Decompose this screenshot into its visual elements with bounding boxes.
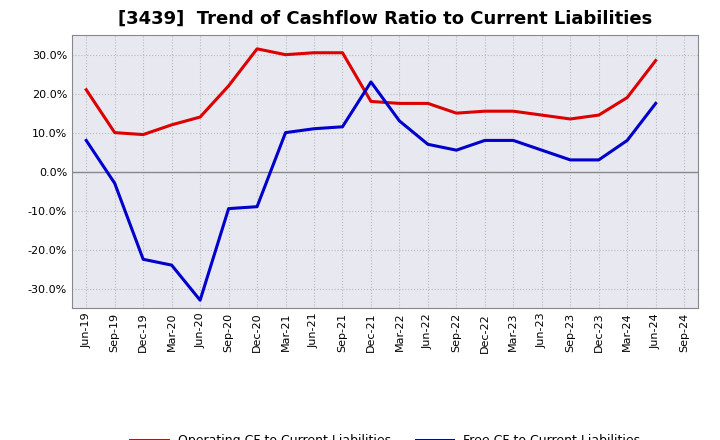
Operating CF to Current Liabilities bbox=[82, 87, 91, 92]
Free CF to Current Liabilities bbox=[623, 138, 631, 143]
Line: Free CF to Current Liabilities: Free CF to Current Liabilities bbox=[86, 82, 656, 300]
Operating CF to Current Liabilities bbox=[652, 58, 660, 63]
Line: Operating CF to Current Liabilities: Operating CF to Current Liabilities bbox=[86, 49, 656, 135]
Free CF to Current Liabilities bbox=[139, 257, 148, 262]
Free CF to Current Liabilities bbox=[595, 157, 603, 162]
Operating CF to Current Liabilities bbox=[537, 113, 546, 118]
Free CF to Current Liabilities bbox=[225, 206, 233, 211]
Operating CF to Current Liabilities bbox=[225, 83, 233, 88]
Free CF to Current Liabilities bbox=[110, 181, 119, 186]
Operating CF to Current Liabilities bbox=[139, 132, 148, 137]
Operating CF to Current Liabilities bbox=[423, 101, 432, 106]
Operating CF to Current Liabilities bbox=[566, 116, 575, 121]
Free CF to Current Liabilities bbox=[167, 263, 176, 268]
Legend: Operating CF to Current Liabilities, Free CF to Current Liabilities: Operating CF to Current Liabilities, Fre… bbox=[125, 429, 645, 440]
Operating CF to Current Liabilities bbox=[110, 130, 119, 135]
Operating CF to Current Liabilities bbox=[310, 50, 318, 55]
Free CF to Current Liabilities bbox=[338, 124, 347, 129]
Free CF to Current Liabilities bbox=[82, 138, 91, 143]
Operating CF to Current Liabilities bbox=[480, 109, 489, 114]
Operating CF to Current Liabilities bbox=[196, 114, 204, 120]
Free CF to Current Liabilities bbox=[282, 130, 290, 135]
Free CF to Current Liabilities bbox=[310, 126, 318, 132]
Operating CF to Current Liabilities bbox=[623, 95, 631, 100]
Operating CF to Current Liabilities bbox=[395, 101, 404, 106]
Operating CF to Current Liabilities bbox=[452, 110, 461, 116]
Free CF to Current Liabilities bbox=[537, 147, 546, 153]
Free CF to Current Liabilities bbox=[480, 138, 489, 143]
Free CF to Current Liabilities bbox=[452, 147, 461, 153]
Operating CF to Current Liabilities bbox=[253, 46, 261, 51]
Free CF to Current Liabilities bbox=[395, 118, 404, 124]
Free CF to Current Liabilities bbox=[566, 157, 575, 162]
Operating CF to Current Liabilities bbox=[366, 99, 375, 104]
Operating CF to Current Liabilities bbox=[509, 109, 518, 114]
Free CF to Current Liabilities bbox=[652, 101, 660, 106]
Free CF to Current Liabilities bbox=[423, 142, 432, 147]
Free CF to Current Liabilities bbox=[366, 79, 375, 84]
Operating CF to Current Liabilities bbox=[167, 122, 176, 128]
Free CF to Current Liabilities bbox=[196, 297, 204, 303]
Operating CF to Current Liabilities bbox=[338, 50, 347, 55]
Free CF to Current Liabilities bbox=[509, 138, 518, 143]
Title: [3439]  Trend of Cashflow Ratio to Current Liabilities: [3439] Trend of Cashflow Ratio to Curren… bbox=[118, 10, 652, 28]
Free CF to Current Liabilities bbox=[253, 204, 261, 209]
Operating CF to Current Liabilities bbox=[595, 113, 603, 118]
Operating CF to Current Liabilities bbox=[282, 52, 290, 57]
